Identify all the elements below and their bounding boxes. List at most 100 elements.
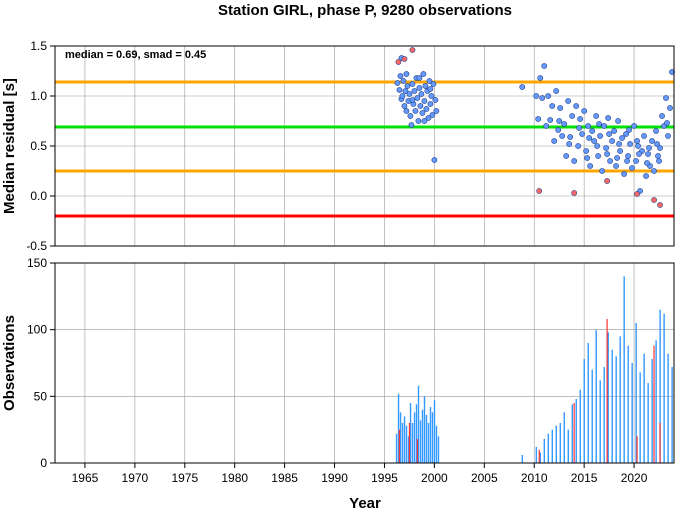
residual-point <box>597 133 604 139</box>
observation-bar <box>563 412 565 463</box>
residual-point <box>519 84 526 90</box>
residual-point <box>408 122 415 128</box>
residual-point <box>421 98 428 104</box>
outlier-observation-bar <box>398 429 401 463</box>
residual-point <box>586 135 593 141</box>
residual-point <box>427 101 434 107</box>
outlier-observation-bar <box>416 439 419 463</box>
x-axis-label: Year <box>349 495 381 511</box>
xtick-label: 1990 <box>321 471 348 485</box>
observations-y-ticks: 0 50 100 150 <box>27 256 55 470</box>
residual-point <box>415 118 422 124</box>
observation-bar <box>425 415 428 463</box>
observation-bar <box>417 385 420 463</box>
observation-bar <box>571 404 573 463</box>
residual-point <box>617 148 623 154</box>
residual-point <box>615 118 621 124</box>
residual-point <box>432 97 439 103</box>
residual-point <box>394 80 401 86</box>
residual-point <box>400 78 407 84</box>
residual-points <box>394 47 675 208</box>
residual-point <box>655 153 661 159</box>
residual-point <box>561 121 568 127</box>
residual-point <box>611 128 617 134</box>
outlier-observation-bar <box>573 403 575 463</box>
observation-bar <box>399 412 402 463</box>
residual-point <box>634 138 640 144</box>
residual-point <box>579 131 586 137</box>
residual-point <box>619 135 625 141</box>
observation-bar <box>555 425 557 463</box>
residual-point <box>667 105 673 111</box>
residual-point <box>651 168 657 174</box>
residual-point <box>565 98 572 104</box>
residual-point <box>423 106 430 112</box>
observation-bar <box>411 423 414 463</box>
residual-point <box>412 108 419 114</box>
residual-point <box>575 143 582 149</box>
residual-point <box>584 155 591 161</box>
observation-bar <box>607 332 609 463</box>
residual-point <box>653 128 659 134</box>
xtick-label: 1995 <box>371 471 398 485</box>
residual-ytick-label: -0.5 <box>26 239 47 253</box>
residual-point <box>404 83 411 89</box>
residual-point <box>591 138 598 144</box>
stats-annotation: median = 0.69, smad = 0.45 <box>65 49 206 61</box>
residual-point <box>569 113 576 119</box>
observation-bar <box>535 447 538 463</box>
outlier-observation-bar <box>659 423 661 463</box>
observation-bar <box>543 439 546 463</box>
residual-point <box>599 168 606 174</box>
residual-point <box>654 141 660 147</box>
residual-point <box>625 153 631 159</box>
residual-point <box>643 173 649 179</box>
residual-point <box>645 151 651 157</box>
observation-bar <box>435 425 438 463</box>
residual-point <box>409 81 416 87</box>
observations-ytick-label: 150 <box>27 256 47 270</box>
observation-bar <box>551 429 553 463</box>
observation-bar <box>631 363 633 463</box>
residual-point <box>402 88 409 94</box>
residual-point <box>406 91 413 97</box>
observations-panel-frame <box>55 263 674 463</box>
residual-point <box>571 158 578 164</box>
residual-panel: -0.5 0.0 0.5 1.0 1.5 median = 0.69, smad = 0… <box>1 39 675 253</box>
xtick-label: 2000 <box>421 471 448 485</box>
residual-point <box>407 113 414 119</box>
residual-point <box>589 128 596 134</box>
residual-point <box>623 131 629 137</box>
observation-bar <box>397 393 400 463</box>
residual-point <box>559 133 566 139</box>
observation-bar <box>413 412 416 463</box>
residual-point <box>616 141 622 147</box>
residual-point <box>631 123 637 129</box>
residual-point <box>551 138 558 144</box>
residual-outlier-point <box>536 188 543 194</box>
observation-bar <box>547 433 550 463</box>
observation-bar <box>409 403 412 463</box>
outlier-observation-bar <box>408 423 411 463</box>
observation-bar <box>521 455 524 463</box>
xtick-label: 2005 <box>471 471 498 485</box>
observation-bar <box>415 404 418 463</box>
residual-point <box>549 103 556 109</box>
residual-point <box>605 115 612 121</box>
residual-outlier-point <box>409 47 416 53</box>
residual-point <box>430 81 437 87</box>
observation-bar <box>603 367 605 463</box>
observation-bar <box>667 353 669 463</box>
residual-point <box>609 138 615 144</box>
observation-bar <box>407 436 410 463</box>
observations-ytick-label: 50 <box>34 389 48 403</box>
residual-point <box>433 108 440 114</box>
observation-bar <box>437 436 440 463</box>
residual-point <box>417 103 424 109</box>
observation-bar <box>647 383 649 463</box>
residual-point <box>541 63 548 69</box>
residual-point <box>545 93 552 99</box>
residual-point <box>621 171 627 177</box>
xtick-label: 2020 <box>621 471 648 485</box>
observation-bar <box>623 276 625 463</box>
